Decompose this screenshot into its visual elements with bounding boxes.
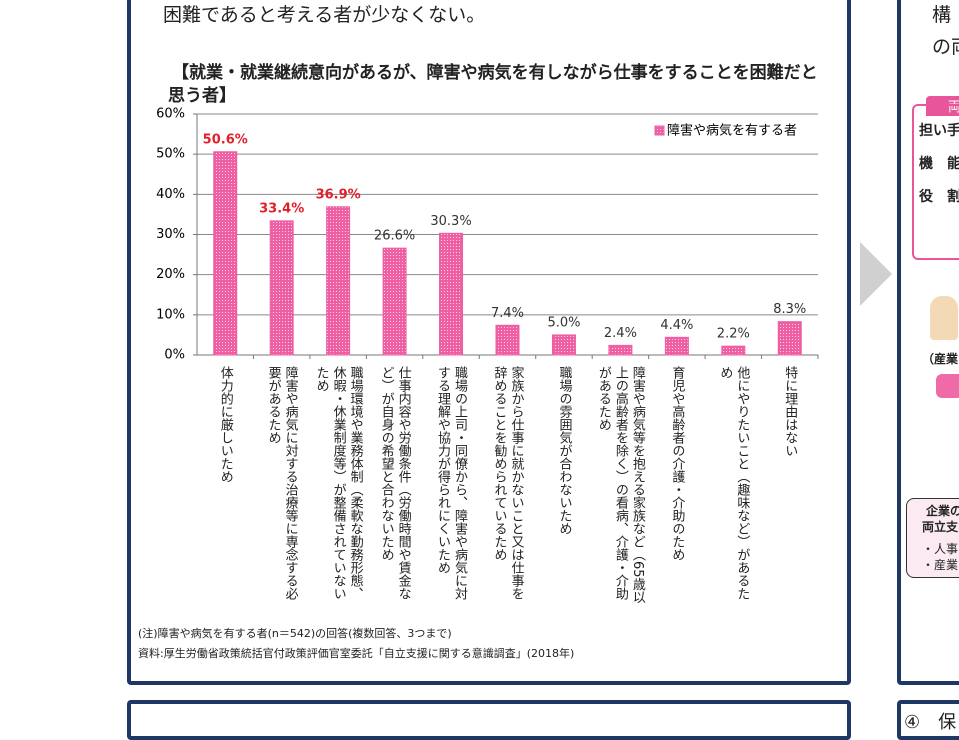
x-tick-label: 職場の雰囲気が合わないため <box>556 366 572 535</box>
side-box-text: 企業の <box>926 504 959 518</box>
side-box-text: 両立支 <box>922 520 959 534</box>
side-box <box>912 104 959 260</box>
side-panel <box>897 0 959 685</box>
bar <box>213 151 238 356</box>
side-row: 担い手 <box>919 123 959 139</box>
side-box-text: ・産業 <box>922 558 959 572</box>
arrow <box>860 242 892 306</box>
value-label: 8.3% <box>773 302 806 317</box>
x-tick-label: 職場の上司・同僚から、障害や病気に対する理解や協力が得られにくいため <box>435 366 468 600</box>
x-tick-label: 他にやりたいこと（趣味など）があるため <box>717 366 750 600</box>
y-tick-label: 40% <box>156 187 185 202</box>
value-label: 33.4% <box>259 201 304 216</box>
doctor-icon <box>930 296 958 340</box>
y-tick-label: 60% <box>156 107 185 122</box>
y-tick-label: 0% <box>164 348 185 363</box>
value-label: 7.4% <box>491 306 524 321</box>
note: (注)障害や病気を有する者(n＝542)の回答(複数回答、3つまで) <box>138 627 452 640</box>
bar <box>269 220 294 356</box>
x-tick-label: 育児や高齢者の介護・介助のため <box>669 366 685 561</box>
side-row: 役 割 <box>919 189 959 205</box>
x-tick-label: 障害や病気に対する治療等に専念する必要があるため <box>265 366 298 600</box>
bar <box>495 324 520 356</box>
side-text: の両 <box>932 36 959 58</box>
bar <box>326 206 351 356</box>
bar <box>664 336 689 356</box>
chart-title: 【就業・就業継続意向があるが、障害や病気を有しながら仕事をすることを困難だと思う… <box>168 63 818 106</box>
side-pill <box>936 374 959 398</box>
bar <box>382 247 407 356</box>
x-tick-label: 職場環境や業務体制（柔軟な勤務形態、休暇・休業制度等）が整備されていないため <box>313 366 363 600</box>
x-tick-label: 体力的に厳しいため <box>217 366 233 483</box>
value-label: 2.4% <box>604 326 637 341</box>
value-label: 36.9% <box>316 187 361 202</box>
y-tick-label: 50% <box>156 147 185 162</box>
side-text: 構 <box>932 4 952 26</box>
y-tick-label: 10% <box>156 307 185 322</box>
side-note-box <box>906 498 959 578</box>
value-label: 50.6% <box>203 132 248 147</box>
side-bottom: ④ 保 <box>904 712 957 733</box>
x-tick-label: 特に理由はない <box>782 366 798 457</box>
source: 資料:厚生労働省政策統括官付政策評価官室委託「自立支援に関する意識調査」(201… <box>138 647 575 660</box>
y-tick-label: 30% <box>156 227 185 242</box>
bar <box>777 321 802 356</box>
bar <box>439 232 464 356</box>
value-label: 5.0% <box>547 315 580 330</box>
bar <box>721 345 746 356</box>
side-row: 機 能 <box>919 156 959 172</box>
value-label: 26.6% <box>374 229 415 244</box>
x-tick-label: 家族から仕事に就かないこと又は仕事を辞めることを勧められているため <box>491 366 524 600</box>
bar <box>551 334 576 356</box>
side-person: （産業 <box>922 352 959 366</box>
intro-text: 困難であると考える者が少なくない。 <box>163 4 486 26</box>
side-tab: 両 <box>926 96 959 116</box>
value-label: 2.2% <box>717 327 750 342</box>
legend-label: 障害や病気を有する者 <box>667 123 797 139</box>
bar <box>608 344 633 356</box>
x-tick-label: 障害や病気等を抱える家族など（65歳以上の高齢者を除く）の看病、介護・介助がある… <box>595 366 645 604</box>
main-panel <box>127 0 851 685</box>
value-label: 4.4% <box>660 318 693 333</box>
value-label: 30.3% <box>430 214 471 229</box>
x-tick-label: 仕事内容や労働条件（労働時間や賃金など）が自身の希望と合わないため <box>378 366 411 600</box>
legend-swatch <box>654 125 665 136</box>
y-tick-label: 20% <box>156 267 185 282</box>
side-box-text: ・人事 <box>922 542 959 556</box>
